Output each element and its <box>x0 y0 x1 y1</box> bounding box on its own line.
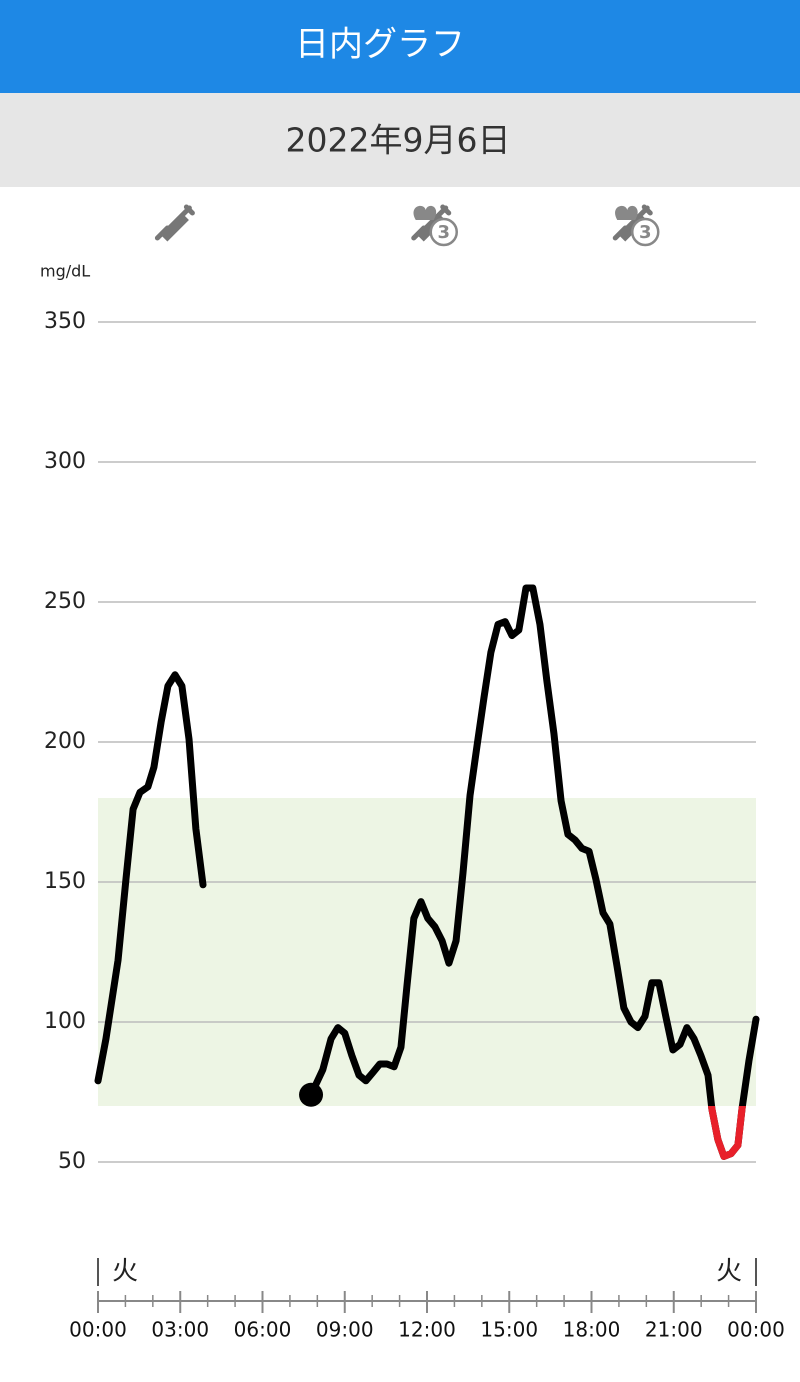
x-tick-label: 21:00 <box>645 1318 703 1342</box>
apple <box>615 205 638 220</box>
event-icon <box>154 204 195 242</box>
event-icon: 3 <box>612 204 660 247</box>
y-tick-label: 200 <box>44 729 86 754</box>
y-axis-label: mg/dL <box>40 262 90 281</box>
badge-label: 3 <box>639 222 652 243</box>
y-tick-label: 350 <box>44 309 86 334</box>
x-tick-label: 06:00 <box>234 1318 292 1342</box>
day-label: 火 <box>112 1257 138 1287</box>
day-label: 火 <box>716 1257 742 1287</box>
syringe <box>154 204 195 242</box>
y-tick-label: 300 <box>44 449 86 474</box>
badge-label: 3 <box>437 222 450 243</box>
x-tick-label: 00:00 <box>727 1318 785 1342</box>
event-icon: 3 <box>411 204 458 247</box>
header-bar <box>0 0 800 93</box>
y-tick-label: 50 <box>58 1149 86 1174</box>
badge <box>429 217 458 247</box>
date: 2022年9月6日 <box>286 121 511 160</box>
y-tick-label: 250 <box>44 589 86 614</box>
x-tick-label: 03:00 <box>151 1318 209 1342</box>
date-bar <box>0 93 800 187</box>
x-tick-label: 12:00 <box>398 1318 456 1342</box>
x-tick-label: 15:00 <box>480 1318 538 1342</box>
sensor-start-dot <box>299 1082 324 1107</box>
x-tick-label: 00:00 <box>69 1318 127 1342</box>
x-tick-label: 09:00 <box>316 1318 374 1342</box>
header-title: 日内グラフ <box>295 25 465 65</box>
x-tick-label: 18:00 <box>563 1318 621 1342</box>
apple <box>413 205 437 220</box>
glucose-line <box>94 584 760 1160</box>
y-tick-label: 150 <box>44 869 86 894</box>
y-tick-label: 100 <box>44 1009 86 1034</box>
target-range <box>98 798 756 1106</box>
badge <box>631 217 660 247</box>
